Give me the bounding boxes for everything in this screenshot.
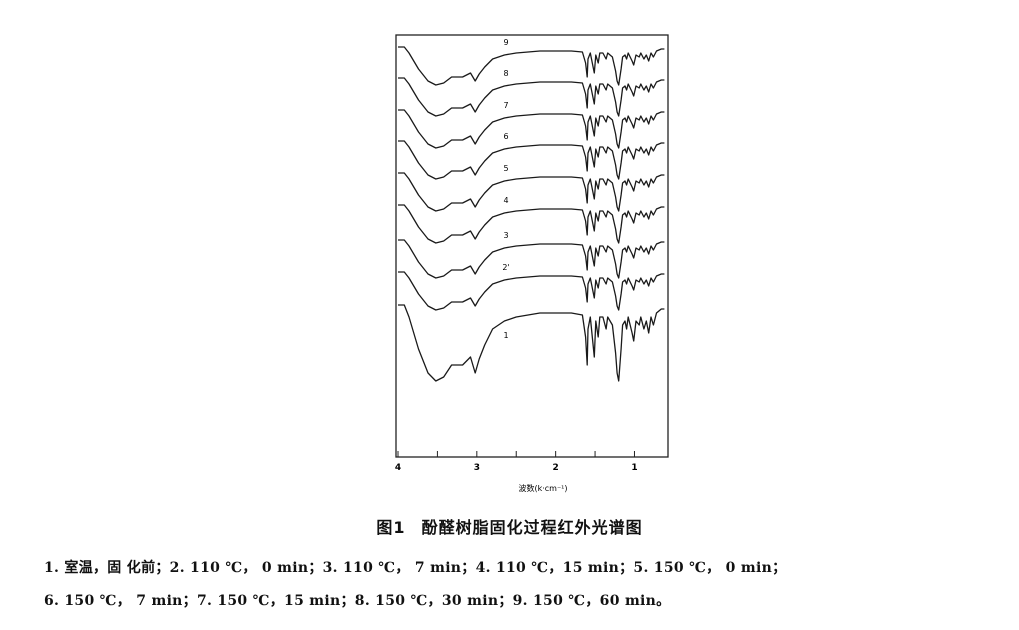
- figure-caption-title: 图1 酚醛树脂固化过程红外光谱图: [0, 514, 1019, 538]
- series-label-5: 5: [503, 164, 508, 173]
- spectrum-line-1: [398, 304, 665, 382]
- spectrum-line-6: [398, 140, 665, 180]
- x-axis: 4 3 2 1: [395, 451, 638, 473]
- x-tick-label: 1: [631, 463, 637, 473]
- spectrum-line-8: [398, 77, 665, 117]
- x-axis-label: 波数(k·cm⁻¹): [518, 483, 567, 493]
- legend-line-1: 1. 室温，固 化前；2. 110 ℃， 0 min；3. 110 ℃， 7 m…: [44, 560, 787, 576]
- spectrum-line-4: [398, 204, 665, 244]
- series-labels: 9 8 7 6 5 4 3 2' 1: [502, 38, 509, 340]
- series-label-4: 4: [503, 196, 508, 205]
- spectra-group: [398, 46, 665, 382]
- series-label-7: 7: [503, 101, 508, 110]
- series-label-3: 3: [503, 231, 508, 240]
- figure-number: 图1: [376, 518, 406, 537]
- figure-title: 酚醛树脂固化过程红外光谱图: [421, 518, 643, 537]
- x-tick-label: 4: [395, 463, 401, 473]
- series-label-1: 1: [503, 331, 508, 340]
- series-label-8: 8: [503, 69, 508, 78]
- spectrum-line-5: [398, 172, 665, 212]
- spectrum-line-9: [398, 46, 665, 86]
- legend-line-2: 6. 150 ℃， 7 min；7. 150 ℃，15 min；8. 150 ℃…: [44, 593, 671, 609]
- spectrum-line-2: [398, 271, 665, 311]
- spectrum-line-3: [398, 239, 665, 279]
- ir-spectra-figure: 9 8 7 6 5 4 3 2' 1 4 3 2 1 波数(k·cm⁻¹): [395, 34, 669, 493]
- series-label-2: 2': [502, 263, 509, 272]
- x-tick-label: 3: [474, 463, 480, 473]
- series-label-9: 9: [503, 38, 508, 47]
- series-label-6: 6: [503, 132, 508, 141]
- spectrum-line-7: [398, 109, 665, 149]
- x-tick-label: 2: [553, 463, 559, 473]
- plot-frame: [395, 34, 669, 458]
